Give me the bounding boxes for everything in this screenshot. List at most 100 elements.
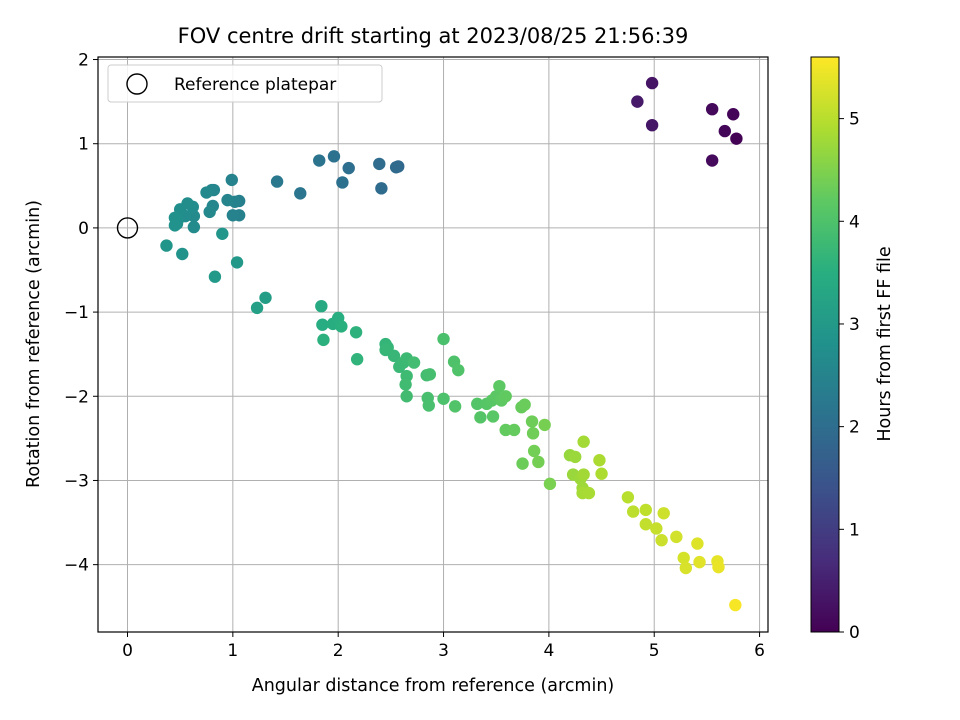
data-point bbox=[316, 318, 329, 331]
y-tick-label: 0 bbox=[78, 219, 89, 239]
data-point bbox=[486, 410, 500, 423]
data-point bbox=[335, 320, 348, 333]
data-point bbox=[655, 534, 668, 547]
data-point bbox=[168, 219, 182, 232]
data-point bbox=[569, 450, 582, 464]
data-point bbox=[657, 507, 670, 520]
data-point bbox=[327, 150, 341, 163]
scatter-points bbox=[116, 76, 743, 612]
x-tick-label: 5 bbox=[649, 641, 660, 661]
data-point bbox=[389, 161, 403, 174]
data-point bbox=[527, 444, 541, 458]
x-axis-label: Angular distance from reference (arcmin) bbox=[252, 676, 615, 696]
x-tick-label: 4 bbox=[543, 641, 554, 661]
y-tick-label: −4 bbox=[64, 556, 89, 576]
data-point bbox=[259, 291, 272, 304]
data-point bbox=[336, 176, 349, 189]
data-point bbox=[474, 411, 487, 424]
data-point bbox=[679, 561, 693, 575]
colorbar-ticks: 0 1 2 3 4 5 bbox=[839, 110, 860, 643]
y-tick-label: 2 bbox=[78, 51, 89, 71]
data-point bbox=[507, 423, 521, 437]
data-point bbox=[493, 379, 506, 393]
colorbar-tick-label: 1 bbox=[849, 520, 860, 540]
data-point bbox=[350, 353, 364, 366]
data-point bbox=[208, 270, 222, 283]
data-point bbox=[400, 390, 413, 403]
data-point bbox=[448, 400, 462, 413]
legend-marker-reference bbox=[126, 73, 148, 95]
data-point bbox=[315, 299, 328, 313]
y-axis-ticks: −4 −3 −2 −1 0 1 2 bbox=[64, 51, 98, 576]
data-point bbox=[399, 378, 412, 391]
x-axis-ticks: 0 1 2 3 4 5 6 bbox=[122, 632, 765, 661]
data-point bbox=[538, 418, 551, 432]
x-tick-label: 0 bbox=[122, 641, 133, 661]
data-point bbox=[577, 468, 590, 481]
data-point bbox=[342, 161, 355, 175]
x-tick-label: 3 bbox=[438, 641, 449, 661]
data-point bbox=[373, 157, 386, 171]
data-point bbox=[499, 390, 512, 403]
data-point bbox=[670, 530, 683, 544]
data-point bbox=[452, 363, 465, 377]
colorbar-tick-label: 3 bbox=[849, 315, 860, 335]
data-point bbox=[407, 356, 421, 369]
data-point bbox=[582, 486, 596, 500]
colorbar-label: Hours from first FF file bbox=[875, 246, 895, 441]
data-point bbox=[727, 108, 740, 121]
data-point bbox=[518, 398, 531, 411]
data-point bbox=[437, 392, 450, 406]
data-point bbox=[593, 454, 606, 467]
data-point bbox=[526, 427, 540, 440]
data-point bbox=[230, 256, 244, 269]
data-point bbox=[422, 399, 435, 412]
plot-area-frame bbox=[97, 56, 769, 633]
data-point bbox=[693, 555, 706, 569]
grid bbox=[98, 57, 768, 632]
data-point bbox=[471, 397, 484, 411]
legend-box bbox=[107, 64, 383, 103]
data-point bbox=[187, 220, 201, 234]
reference-platepar-marker bbox=[116, 217, 139, 239]
data-point bbox=[225, 173, 238, 187]
data-point bbox=[250, 301, 264, 315]
data-point bbox=[626, 505, 640, 518]
data-point bbox=[631, 95, 644, 108]
data-point bbox=[221, 193, 234, 207]
data-point bbox=[423, 368, 437, 381]
data-point bbox=[543, 477, 557, 491]
data-point bbox=[577, 435, 590, 448]
y-axis-label: Rotation from reference (arcmin) bbox=[24, 200, 44, 488]
legend-entry-reference: Reference platepar bbox=[174, 75, 336, 95]
data-point bbox=[705, 102, 719, 116]
data-point bbox=[718, 124, 732, 138]
chart-title: FOV centre drift starting at 2023/08/25 … bbox=[178, 24, 689, 48]
data-point bbox=[621, 491, 635, 504]
x-tick-label: 1 bbox=[227, 641, 238, 661]
data-point bbox=[294, 187, 307, 200]
data-point bbox=[375, 182, 388, 195]
data-point bbox=[216, 227, 229, 240]
colorbar-tick-label: 0 bbox=[849, 623, 860, 643]
x-tick-label: 6 bbox=[754, 641, 765, 661]
data-point bbox=[730, 132, 743, 145]
data-point bbox=[712, 560, 725, 574]
x-tick-label: 2 bbox=[333, 641, 344, 661]
data-point bbox=[705, 154, 719, 167]
data-point bbox=[691, 537, 704, 550]
data-point bbox=[226, 209, 240, 222]
data-point bbox=[349, 326, 363, 339]
data-point bbox=[595, 467, 608, 480]
data-point bbox=[525, 415, 539, 428]
legend: Reference platepar bbox=[107, 64, 383, 103]
y-tick-label: −2 bbox=[64, 387, 89, 407]
colorbar-tick-label: 5 bbox=[849, 110, 860, 130]
y-tick-label: 1 bbox=[78, 135, 89, 155]
data-point bbox=[650, 522, 663, 535]
data-point bbox=[639, 518, 652, 531]
data-point bbox=[729, 598, 742, 612]
data-point bbox=[200, 186, 213, 199]
data-point bbox=[639, 503, 652, 517]
